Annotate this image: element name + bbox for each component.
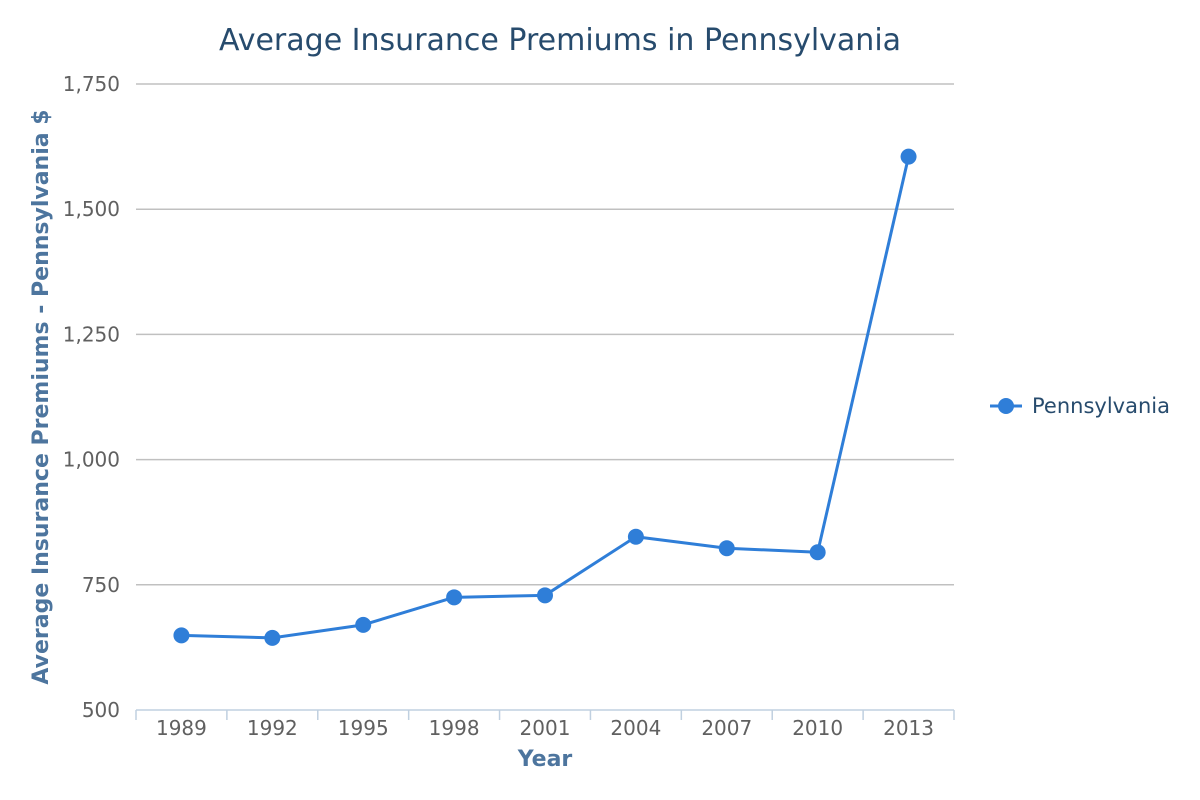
y-tick-label: 1,500 xyxy=(63,197,120,221)
x-tick-label: 2013 xyxy=(883,716,934,740)
x-tick-label: 1998 xyxy=(429,716,480,740)
data-point-1998[interactable] xyxy=(446,589,463,606)
y-tick-label: 750 xyxy=(82,573,120,597)
legend-item-pennsylvania[interactable]: Pennsylvania xyxy=(1032,394,1170,418)
x-tick-label: 2007 xyxy=(701,716,752,740)
series-layer xyxy=(173,148,917,646)
data-point-1989[interactable] xyxy=(173,627,190,644)
x-tick-label: 1989 xyxy=(156,716,207,740)
chart-title: Average Insurance Premiums in Pennsylvan… xyxy=(219,23,901,58)
gridlines xyxy=(136,83,954,586)
x-tick-label: 1992 xyxy=(247,716,298,740)
x-tick-label: 2010 xyxy=(792,716,843,740)
data-point-1992[interactable] xyxy=(264,629,281,646)
y-tick-label: 500 xyxy=(82,698,120,722)
x-axis-ticks: 1989 1992 1995 1998 2001 2004 2007 2010 2013 xyxy=(135,710,955,740)
x-axis-title: Year xyxy=(517,747,573,772)
y-axis-title: Average Insurance Premiums - Pennsylvani… xyxy=(29,109,54,684)
y-tick-label: 1,000 xyxy=(63,448,120,472)
series-line-0 xyxy=(181,156,911,640)
data-point-2001[interactable] xyxy=(537,587,553,604)
y-tick-label: 1,250 xyxy=(63,322,120,346)
data-point-1995[interactable] xyxy=(355,616,372,633)
y-axis-tick-labels: 500 750 1,000 1,250 1,500 1,750 xyxy=(63,72,120,722)
legend-marker-symbol xyxy=(998,398,1014,414)
data-point-2004[interactable] xyxy=(627,528,644,545)
data-point-2007[interactable] xyxy=(718,540,735,557)
data-point-2010[interactable] xyxy=(809,544,826,561)
data-point-2013[interactable] xyxy=(900,148,917,165)
legend[interactable]: Pennsylvania xyxy=(990,394,1170,418)
x-tick-label: 2004 xyxy=(610,716,661,740)
y-tick-label: 1,750 xyxy=(63,72,120,96)
x-tick-label: 2001 xyxy=(520,716,571,740)
x-tick-label: 1995 xyxy=(338,716,389,740)
